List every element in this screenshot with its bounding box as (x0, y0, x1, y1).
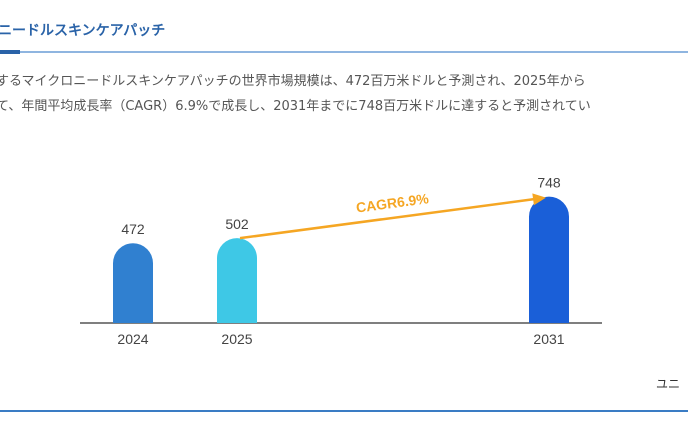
x-tick-2024: 2024 (117, 331, 148, 347)
bar-2031 (529, 196, 569, 323)
value-label-2024: 472 (121, 221, 145, 237)
bottom-divider (0, 410, 688, 412)
description-line-1: するマイクロニードルスキンケアパッチの世界市場規模は、472百万米ドルと予測され… (0, 74, 586, 89)
title-divider (0, 51, 688, 53)
description-line-2: て、年間平均成長率（CAGR）6.9%で成長し、2031年までに748百万米ドル… (0, 99, 591, 114)
source-label: ユニ (656, 377, 681, 391)
cagr-arrow-line (239, 197, 537, 240)
value-label-2025: 502 (225, 216, 249, 232)
title-accent (0, 50, 20, 54)
bar-2024 (113, 243, 153, 323)
cagr-arrowhead-icon (532, 193, 546, 206)
value-label-2031: 748 (537, 175, 561, 191)
section-title: ニードルスキンケアパッチ (0, 23, 166, 39)
cagr-label: CAGR6.9% (355, 190, 430, 216)
x-tick-2031: 2031 (533, 331, 564, 347)
x-tick-2025: 2025 (221, 331, 252, 347)
bar-2025 (217, 238, 257, 323)
